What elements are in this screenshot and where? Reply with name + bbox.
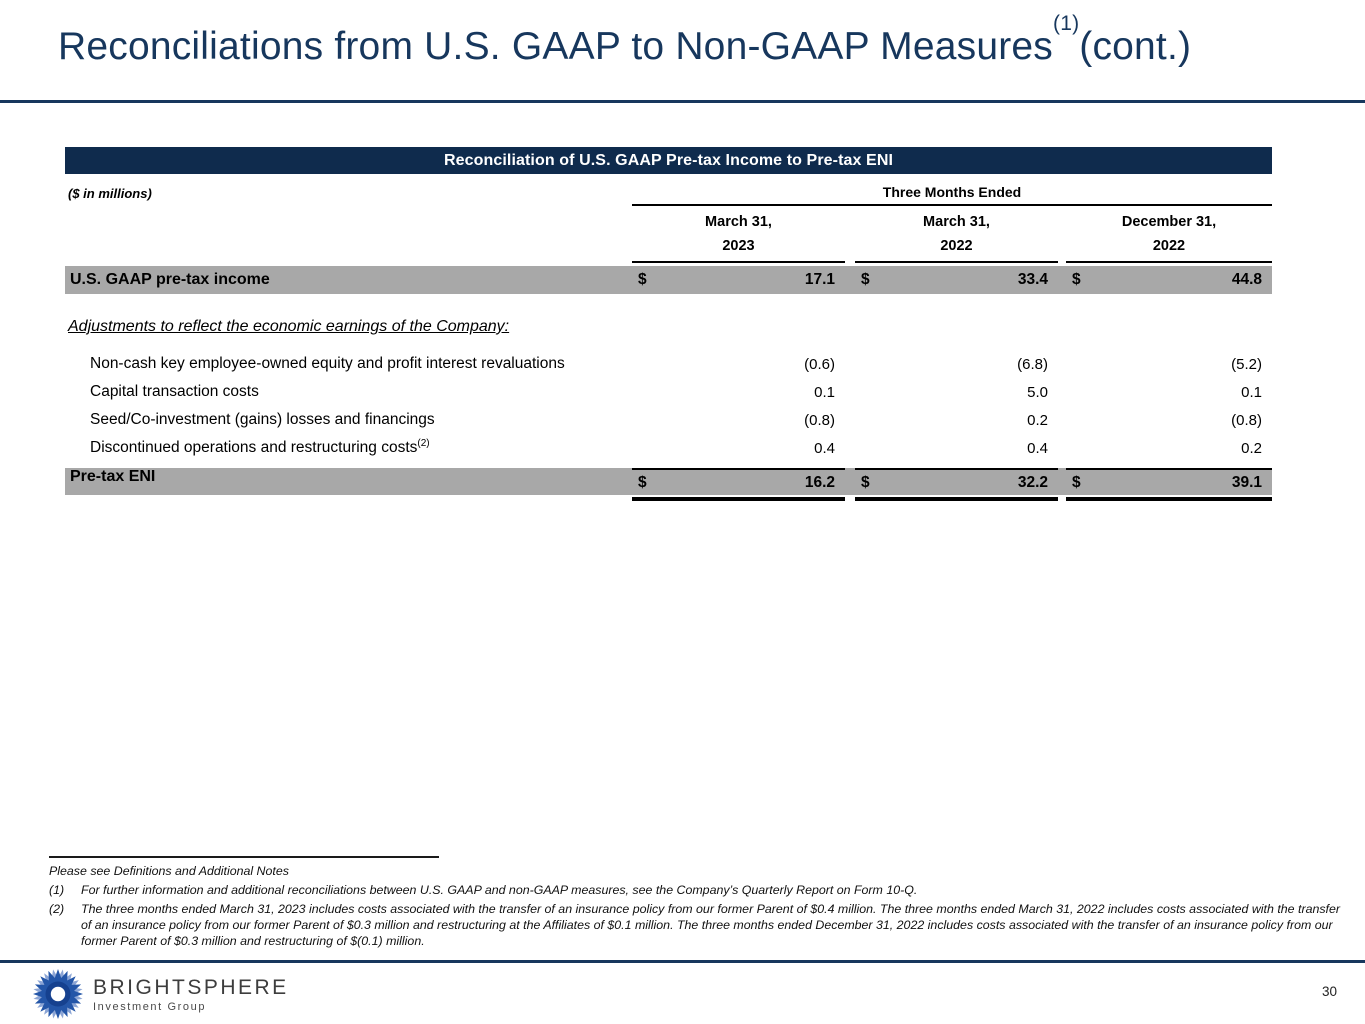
currency-symbol: $ (1072, 271, 1081, 288)
column-header-mar-2022: March 31, 2022 (855, 208, 1058, 263)
page-title: Reconciliations from U.S. GAAP to Non-GA… (58, 12, 1325, 71)
currency-symbol: $ (1072, 473, 1081, 491)
row-label: Discontinued operations and restructurin… (90, 437, 430, 456)
adjustment-row-capital-transaction-costs: Capital transaction costs 0.1 5.0 0.1 (65, 375, 1272, 403)
pretax-eni-row: Pre-tax ENI $ 16.2 $ 32.2 $ 39.1 (65, 468, 1272, 495)
row-label: U.S. GAAP pre-tax income (70, 271, 270, 288)
brand-tagline: Investment Group (93, 1000, 207, 1013)
adjustments-heading: Adjustments to reflect the economic earn… (68, 318, 510, 335)
value-dec-2022: (0.8) (1231, 412, 1262, 429)
footnote-intro: Please see Definitions and Additional No… (49, 863, 289, 878)
footnotes-block: Please see Definitions and Additional No… (45, 856, 1348, 949)
row-label: Pre-tax ENI (70, 468, 156, 485)
currency-symbol: $ (638, 473, 647, 491)
column-headers-row: March 31, 2023 March 31, 2022 December 3… (65, 208, 1272, 263)
footnote-text: The three months ended March 31, 2023 in… (81, 901, 1341, 948)
double-underline (855, 497, 1058, 501)
value-mar-2023: (0.6) (804, 356, 835, 373)
footnote-text: For further information and additional r… (81, 882, 918, 897)
footnote-divider (49, 856, 439, 858)
gaap-pretax-income-row: U.S. GAAP pre-tax income $ 17.1 $ 33.4 $… (65, 266, 1272, 294)
gaap-value-dec-2022: $ 44.8 (1072, 271, 1262, 288)
value-mar-2023: 0.4 (814, 440, 835, 457)
row-label: Non-cash key employee-owned equity and p… (90, 355, 565, 372)
eni-value-dec-2022: $ 39.1 (1066, 468, 1272, 495)
empty-cell (65, 497, 632, 501)
gaap-value-mar-2023: $ 17.1 (638, 271, 835, 288)
row-label: Capital transaction costs (90, 383, 259, 400)
double-underline (632, 497, 845, 501)
currency-symbol: $ (861, 473, 870, 491)
page-title-suffix: (cont.) (1079, 25, 1192, 68)
column-gap (1058, 208, 1066, 263)
row-label: Seed/Co-investment (gains) losses and fi… (90, 411, 435, 428)
value-mar-2022: 5.0 (1027, 384, 1048, 401)
column-gap (845, 497, 855, 501)
empty-cell (65, 208, 632, 263)
brand-name: BRIGHTSPHERE (93, 975, 289, 999)
footnote-marker: (2) (417, 437, 430, 449)
footer-divider (0, 960, 1365, 963)
eni-value-mar-2023: $ 16.2 (632, 468, 845, 495)
value-mar-2022: 0.4 (1027, 440, 1048, 457)
footnote-2: (2) The three months ended March 31, 202… (45, 901, 1348, 949)
column-header-dec-2022: December 31, 2022 (1066, 208, 1272, 263)
value-mar-2022: 0.2 (1027, 412, 1048, 429)
brightsphere-starburst-icon (33, 969, 83, 1019)
value-dec-2022: 0.2 (1241, 440, 1262, 457)
adjustment-row-discontinued-operations: Discontinued operations and restructurin… (65, 431, 1272, 459)
footnote-1: (1) For further information and addition… (45, 882, 1348, 898)
title-divider (0, 100, 1365, 103)
brand-logo-block: BRIGHTSPHERE Investment Group (33, 969, 289, 1019)
value-mar-2023: (0.8) (804, 412, 835, 429)
adjustment-row-noncash-equity: Non-cash key employee-owned equity and p… (65, 347, 1272, 375)
table-subheader-row: ($ in millions) Three Months Ended (65, 180, 1272, 206)
currency-symbol: $ (638, 271, 647, 288)
reconciliation-table: Reconciliation of U.S. GAAP Pre-tax Inco… (65, 147, 1272, 501)
table-title-bar: Reconciliation of U.S. GAAP Pre-tax Inco… (65, 147, 1272, 174)
currency-symbol: $ (861, 271, 870, 288)
footnote-marker: (2) (49, 901, 65, 916)
units-label: ($ in millions) (68, 185, 152, 201)
value-mar-2023: 0.1 (814, 384, 835, 401)
gaap-value-mar-2022: $ 33.4 (861, 271, 1048, 288)
double-underline (1066, 497, 1272, 501)
page-title-text: Reconciliations from U.S. GAAP to Non-GA… (58, 25, 1053, 68)
brand-text: BRIGHTSPHERE Investment Group (93, 976, 289, 1013)
column-gap (1058, 497, 1066, 501)
value-mar-2022: (6.8) (1017, 356, 1048, 373)
column-gap (845, 208, 855, 263)
footnote-marker: (1) (49, 882, 65, 897)
adjustment-row-seed-coinvestment: Seed/Co-investment (gains) losses and fi… (65, 403, 1272, 431)
title-footnote-marker: (1) (1053, 12, 1080, 35)
period-header: Three Months Ended (632, 184, 1272, 206)
value-dec-2022: 0.1 (1241, 384, 1262, 401)
eni-value-mar-2022: $ 32.2 (855, 468, 1058, 495)
column-header-mar-2023: March 31, 2023 (632, 208, 845, 263)
page-number: 30 (1321, 984, 1337, 999)
title-block: Reconciliations from U.S. GAAP to Non-GA… (0, 0, 1365, 71)
value-dec-2022: (5.2) (1231, 356, 1262, 373)
double-underline-row (65, 497, 1272, 501)
